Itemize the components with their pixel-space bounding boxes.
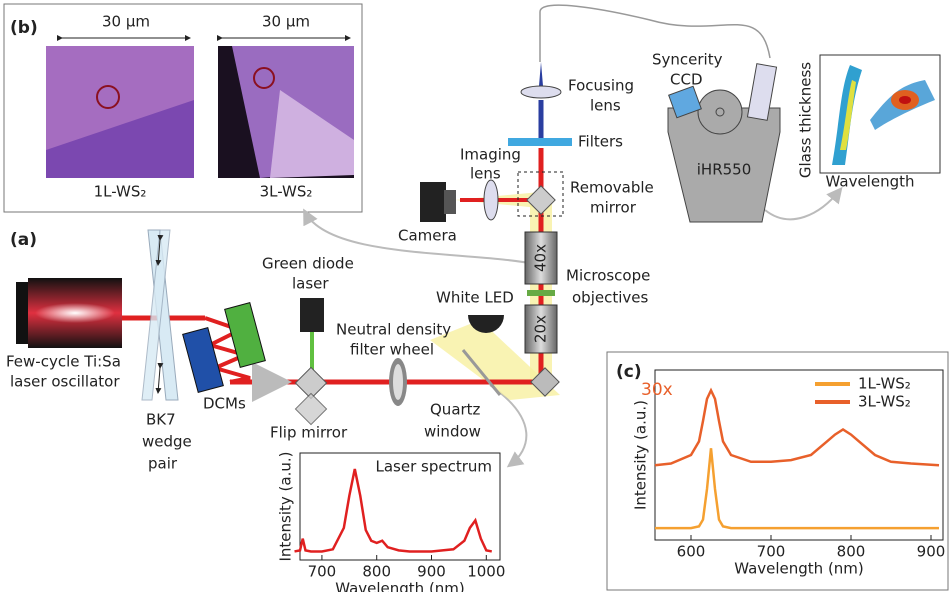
label: wedge bbox=[142, 433, 192, 451]
label: iHR550 bbox=[697, 161, 752, 179]
sample-label: 3L-WS₂ bbox=[260, 183, 313, 201]
x-tick-label: 700 bbox=[757, 543, 786, 561]
legend-label: 1L-WS₂ bbox=[858, 375, 911, 393]
chart-title: Laser spectrum bbox=[375, 458, 492, 476]
x-tick-label: 900 bbox=[917, 543, 946, 561]
scale-bar-label: 30 μm bbox=[102, 13, 150, 31]
label: Imaging bbox=[460, 146, 521, 164]
annotation: 30x bbox=[641, 380, 673, 400]
y-axis-label: Intensity (a.u.) bbox=[632, 400, 650, 510]
scale-bar-label: 30 μm bbox=[262, 13, 310, 31]
x-tick-label: 700 bbox=[308, 563, 337, 581]
label: Camera bbox=[398, 227, 457, 245]
label: Removable bbox=[570, 179, 654, 197]
label: objectives bbox=[572, 289, 648, 307]
label: Microscope bbox=[566, 267, 650, 285]
label: White LED bbox=[436, 289, 514, 307]
x-tick-label: 900 bbox=[417, 563, 446, 581]
label: lens bbox=[590, 97, 621, 115]
panel-label: (a) bbox=[10, 230, 37, 250]
x-axis-label: Wavelength (nm) bbox=[734, 560, 864, 578]
figure: (b) 30 μm 30 μm 1L-WS₂ 3L-WS₂ Focusing l… bbox=[0, 0, 950, 592]
x-axis-label: Wavelength (nm) bbox=[335, 580, 465, 592]
label: CCD bbox=[670, 71, 703, 89]
panel-label: (c) bbox=[616, 362, 642, 382]
panel-label: (b) bbox=[10, 18, 38, 38]
label: Flip mirror bbox=[270, 424, 348, 442]
label: Glass thickness bbox=[797, 62, 815, 178]
label: pair bbox=[148, 455, 178, 473]
y-axis-label: Intensity (a.u.) bbox=[277, 452, 295, 562]
label: mirror bbox=[590, 199, 637, 217]
legend-label: 3L-WS₂ bbox=[858, 393, 911, 411]
label: 20x bbox=[532, 315, 550, 343]
label: window bbox=[424, 423, 481, 441]
label: 40x bbox=[532, 244, 550, 272]
label: Syncerity bbox=[652, 51, 723, 69]
label: Focusing bbox=[568, 77, 634, 95]
label: Neutral density bbox=[336, 321, 451, 339]
x-tick-label: 1000 bbox=[467, 563, 505, 581]
label: Few-cycle Ti:Sa bbox=[6, 353, 121, 371]
label: Filters bbox=[578, 133, 623, 151]
label: DCMs bbox=[203, 395, 246, 413]
label: Green diode bbox=[262, 255, 354, 273]
x-tick-label: 800 bbox=[837, 543, 866, 561]
label: Wavelength bbox=[826, 173, 915, 191]
label: Quartz bbox=[430, 401, 481, 419]
x-tick-label: 600 bbox=[677, 543, 706, 561]
sample-label: 1L-WS₂ bbox=[94, 183, 147, 201]
label: laser bbox=[292, 275, 329, 293]
x-tick-label: 800 bbox=[362, 563, 391, 581]
label: lens bbox=[470, 165, 501, 183]
label: filter wheel bbox=[350, 341, 434, 359]
label: BK7 bbox=[146, 411, 176, 429]
label: laser oscillator bbox=[10, 373, 120, 391]
